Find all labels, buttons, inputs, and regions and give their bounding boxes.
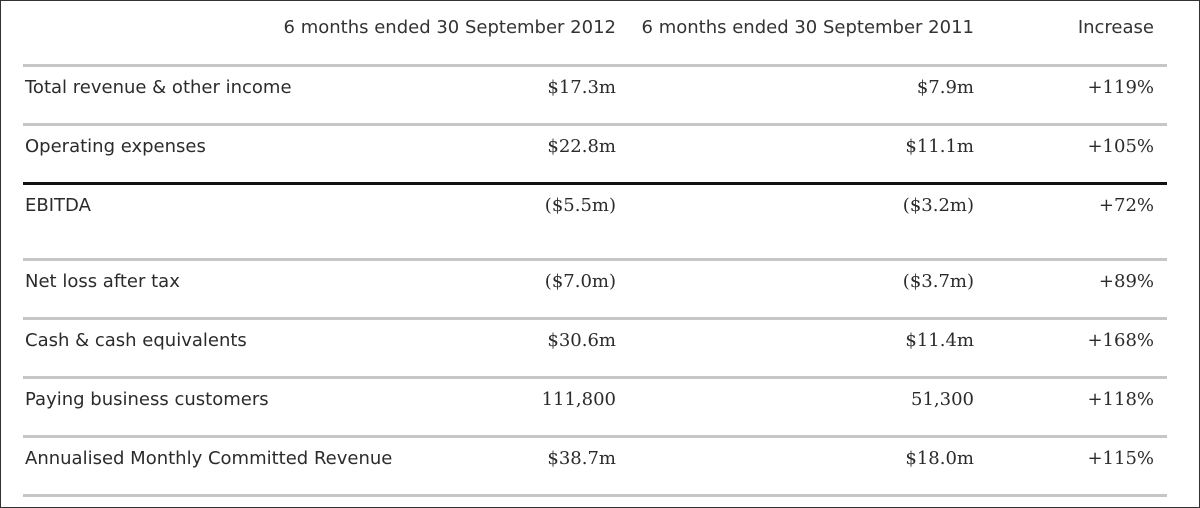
- value-increase: +118%: [1087, 389, 1154, 410]
- value-2011: ($3.2m): [902, 195, 974, 216]
- value-increase: +105%: [1087, 136, 1154, 157]
- value-increase: +168%: [1087, 330, 1154, 351]
- value-increase: +72%: [1098, 195, 1154, 216]
- value-increase: +119%: [1087, 77, 1154, 98]
- column-header-increase: Increase: [1077, 17, 1154, 38]
- table-row: Operating expenses $22.8m $11.1m +105%: [23, 126, 1167, 185]
- value-2011: ($3.7m): [902, 271, 974, 292]
- row-label: Cash & cash equivalents: [25, 330, 247, 351]
- table-row: EBITDA ($5.5m) ($3.2m) +72%: [23, 185, 1167, 261]
- value-2012: ($5.5m): [544, 195, 616, 216]
- financial-results-table: 6 months ended 30 September 2012 6 month…: [23, 1, 1167, 497]
- value-2012: $38.7m: [547, 448, 616, 469]
- table-header-row: 6 months ended 30 September 2012 6 month…: [23, 1, 1167, 67]
- value-2011: $18.0m: [905, 448, 974, 469]
- value-increase: +89%: [1098, 271, 1154, 292]
- value-2012: ($7.0m): [544, 271, 616, 292]
- table-row: Cash & cash equivalents $30.6m $11.4m +1…: [23, 320, 1167, 379]
- row-label: Annualised Monthly Committed Revenue: [25, 448, 393, 469]
- value-2011: 51,300: [911, 389, 974, 410]
- value-2012: $17.3m: [547, 77, 616, 98]
- table-row: Annualised Monthly Committed Revenue $38…: [23, 438, 1167, 497]
- row-label: Paying business customers: [25, 389, 269, 410]
- value-2012: 111,800: [541, 389, 616, 410]
- row-label: Net loss after tax: [25, 271, 180, 292]
- row-label: Total revenue & other income: [25, 77, 292, 98]
- value-increase: +115%: [1087, 448, 1154, 469]
- column-header-2012: 6 months ended 30 September 2012: [283, 17, 616, 38]
- table-row: Paying business customers 111,800 51,300…: [23, 379, 1167, 438]
- row-label: Operating expenses: [25, 136, 206, 157]
- value-2012: $22.8m: [547, 136, 616, 157]
- table-row: Total revenue & other income $17.3m $7.9…: [23, 67, 1167, 126]
- value-2011: $11.4m: [905, 330, 974, 351]
- value-2011: $11.1m: [905, 136, 974, 157]
- table-row: Net loss after tax ($7.0m) ($3.7m) +89%: [23, 261, 1167, 320]
- row-label: EBITDA: [25, 195, 91, 216]
- column-header-2011: 6 months ended 30 September 2011: [641, 17, 974, 38]
- value-2012: $30.6m: [547, 330, 616, 351]
- value-2011: $7.9m: [916, 77, 974, 98]
